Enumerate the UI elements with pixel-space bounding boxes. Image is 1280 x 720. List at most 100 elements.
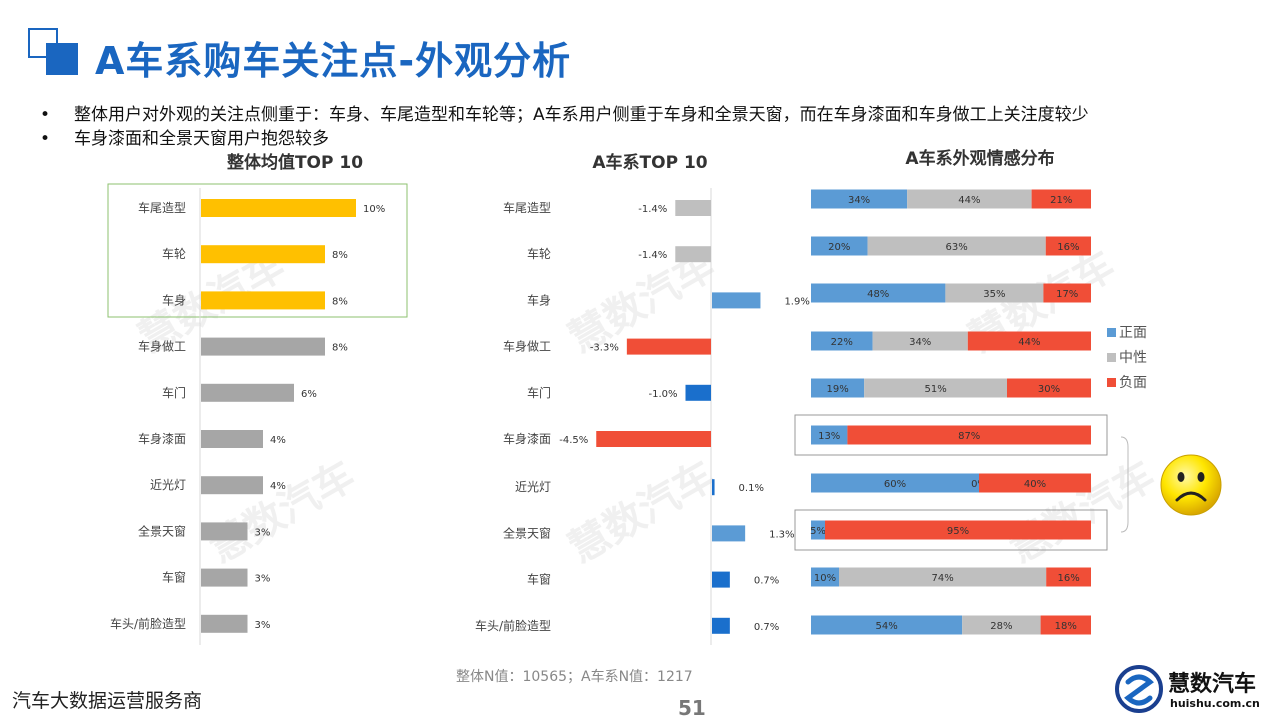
chart3-segment-中性 (864, 378, 1007, 398)
chart1-value-label: 3% (255, 574, 271, 585)
chart3-segment-负面 (825, 520, 1091, 540)
legend-swatch-正面 (1107, 328, 1116, 337)
chart3-segment-负面 (1046, 567, 1091, 587)
chart2-category-label: 近光灯 (515, 480, 551, 494)
chart2-category-label: 车轮 (527, 246, 551, 261)
chart1-bar (201, 337, 325, 356)
chart3-value-label: 51% (924, 384, 946, 395)
highlight-frame (107, 183, 408, 318)
chart2-category-label: 车门 (527, 385, 551, 400)
chart2-value-label: -4.5% (559, 435, 588, 446)
chart3-value-label: 16% (1057, 573, 1079, 584)
chart3-segment-负面 (967, 331, 1091, 351)
chart1-category-label: 车窗 (162, 570, 186, 585)
chart2-bar (712, 292, 761, 309)
chart1-bar (201, 245, 325, 264)
chart1-bar (201, 568, 248, 587)
chart2-category-label: 车头/前脸造型 (475, 618, 551, 633)
legend-swatch-负面 (1107, 378, 1116, 387)
chart2-value-label: 0.1% (739, 483, 764, 494)
legend-label: 正面 (1119, 325, 1147, 341)
sample-note: 整体N值：10565；A车系N值：1217 (456, 669, 693, 685)
chart3-value-label: 21% (1050, 195, 1072, 206)
chart3-value-label: 22% (831, 337, 853, 348)
chart2-value-label: 1.3% (769, 529, 794, 540)
chart3-value-label: 17% (1056, 289, 1078, 300)
chart3-segment-正面 (811, 331, 873, 351)
chart1-value-label: 8% (332, 250, 348, 261)
chart2-bar (712, 479, 715, 496)
chart2-category-label: 车身做工 (503, 339, 551, 354)
chart3-segment-中性 (867, 236, 1046, 256)
chart3-segment-中性 (962, 615, 1041, 635)
legend-label: 负面 (1119, 375, 1147, 391)
chart2-bar (626, 338, 711, 355)
footer-tagline: 汽车大数据运营服务商 (12, 690, 203, 712)
chart1-category-label: 车门 (162, 385, 186, 400)
legend-label: 中性 (1119, 350, 1147, 366)
chart3-value-label: 28% (990, 621, 1012, 632)
sad-face-icon (1160, 454, 1222, 516)
chart3-value-label: 35% (983, 289, 1005, 300)
chart2-bar (675, 200, 711, 216)
chart3-value-label: 19% (826, 384, 848, 395)
chart3-title: A车系外观情感分布 (905, 149, 1055, 169)
chart2-value-label: 0.7% (754, 576, 779, 587)
chart3-segment-中性 (945, 283, 1044, 303)
chart1-category-label: 车尾造型 (138, 200, 186, 215)
chart3-value-label: 5% (810, 526, 826, 537)
chart3-value-label: 87% (958, 431, 980, 442)
chart3-value-label: 60% (884, 479, 906, 490)
chart3-value-label: 34% (848, 195, 870, 206)
chart3-segment-负面 (979, 473, 1091, 493)
chart2-title: A车系TOP 10 (592, 153, 708, 173)
chart1-value-label: 4% (270, 435, 286, 446)
bullet-2: • 车身漆面和全景天窗用户抱怨较多 (40, 124, 329, 149)
legend-swatch-中性 (1107, 353, 1116, 362)
chart2-value-label: -1.4% (638, 250, 667, 261)
chart3-segment-正面 (811, 378, 865, 398)
chart1-value-label: 3% (255, 620, 271, 631)
chart1-bar (201, 291, 325, 310)
logo-url: huishu.com.cn (1170, 697, 1260, 710)
page-number: 51 (678, 696, 706, 720)
chart3-value-label: 48% (867, 289, 889, 300)
chart3-value-label: 54% (875, 621, 897, 632)
chart3-segment-负面 (1045, 236, 1091, 256)
chart2-value-label: -3.3% (590, 343, 619, 354)
chart3-segment-中性 (839, 567, 1047, 587)
chart3-segment-负面 (847, 425, 1091, 445)
chart3-value-label: 34% (909, 337, 931, 348)
chart1-category-label: 近光灯 (150, 478, 186, 492)
chart3-segment-正面 (811, 473, 979, 493)
chart1-value-label: 6% (301, 389, 317, 400)
chart2-value-label: 1.9% (784, 296, 809, 307)
chart2-category-label: 车窗 (527, 572, 551, 587)
chart1-value-label: 4% (270, 481, 286, 492)
chart3-segment-正面 (811, 283, 946, 303)
chart1-bar (201, 383, 294, 402)
chart1-value-label: 3% (255, 527, 271, 538)
chart1-value-label: 10% (363, 204, 385, 215)
chart1-value-label: 8% (332, 296, 348, 307)
chart1-category-label: 车头/前脸造型 (110, 616, 186, 631)
chart1-bar (201, 430, 263, 448)
chart3-value-label: 95% (947, 526, 969, 537)
chart2-value-label: 0.7% (754, 622, 779, 633)
chart3-value-label: 74% (931, 573, 953, 584)
bullet-1: • 整体用户对外观的关注点侧重于：车身、车尾造型和车轮等；A车系用户侧重于车身和全… (40, 100, 1089, 125)
chart2-category-label: 车身漆面 (503, 431, 551, 446)
chart3-value-label: 44% (958, 195, 980, 206)
chart3-segment-负面 (1040, 615, 1091, 635)
chart2-value-label: -1.0% (648, 389, 677, 400)
chart3-value-label: 30% (1038, 384, 1060, 395)
bullet-text-1: 整体用户对外观的关注点侧重于：车身、车尾造型和车轮等；A车系用户侧重于车身和全景… (74, 105, 1089, 125)
chart3-value-label: 40% (1024, 479, 1046, 490)
chart1-category-label: 车身做工 (138, 339, 186, 354)
chart3-segment-负面 (1031, 189, 1091, 209)
chart2-category-label: 车身 (527, 292, 551, 307)
chart1-category-label: 全景天窗 (138, 523, 186, 538)
chart1-category-label: 车身 (162, 292, 186, 307)
chart2-category-label: 全景天窗 (503, 525, 551, 540)
